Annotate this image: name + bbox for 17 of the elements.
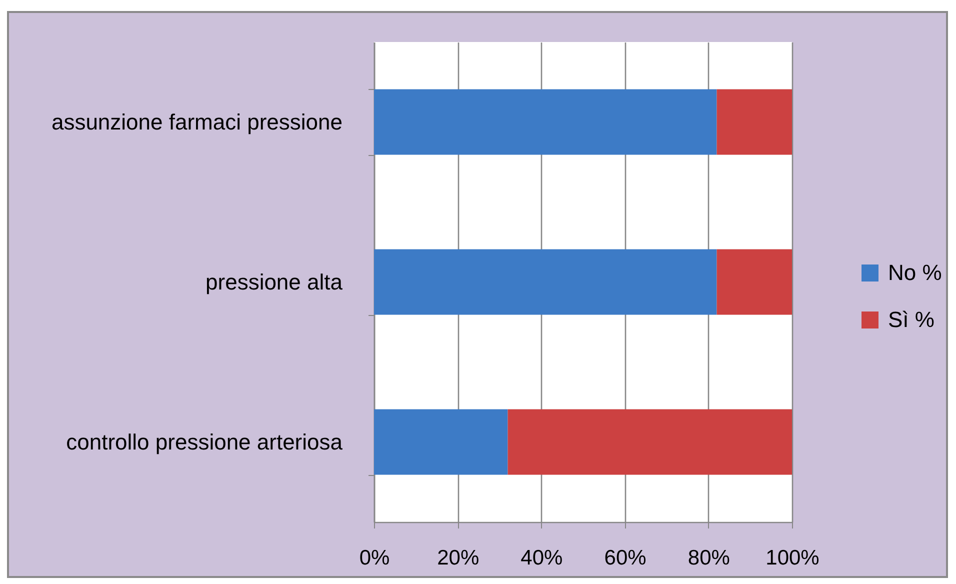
x-tick-label: 40% xyxy=(520,546,563,570)
bar xyxy=(508,409,792,475)
x-tick-label: 80% xyxy=(688,546,730,570)
bar xyxy=(716,249,792,315)
y-tick-label: pressione alta xyxy=(206,270,344,294)
bar xyxy=(716,89,792,155)
bar xyxy=(374,409,508,475)
y-tick-label: controllo pressione arteriosa xyxy=(66,430,344,454)
x-tick-label: 20% xyxy=(437,546,480,570)
y-tick-label: assunzione farmaci pressione xyxy=(51,110,342,134)
legend-label: No % xyxy=(888,260,942,285)
bar xyxy=(374,89,717,155)
x-tick-label: 0% xyxy=(359,546,390,570)
bar xyxy=(374,249,717,315)
legend-label: Sì % xyxy=(888,307,934,332)
x-tick-label: 60% xyxy=(604,546,646,570)
x-tick-label: 100% xyxy=(766,546,820,570)
